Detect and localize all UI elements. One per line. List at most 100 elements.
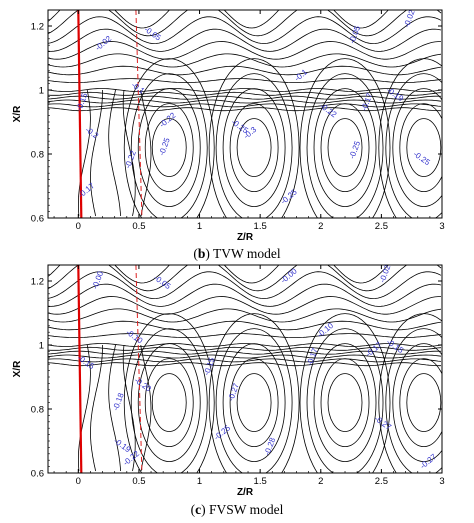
contour-label: -0.19 (385, 85, 406, 103)
contour-loop (399, 103, 442, 192)
contour-label: -0.10 (315, 321, 335, 340)
contour-loop (327, 373, 363, 433)
x-tick-label: 2.5 (375, 221, 388, 232)
contour-loop (399, 358, 442, 447)
contour-line (78, 89, 91, 217)
x-tick-label: 0 (76, 221, 81, 232)
contour-label: -0.02 (378, 263, 393, 284)
contour-loop (306, 73, 384, 218)
x-tick-label: 0.5 (132, 221, 145, 232)
contour-line (48, 10, 442, 37)
contour-label: -0.27 (373, 414, 394, 432)
contour-line (122, 89, 136, 217)
y-axis-label: X/R (12, 360, 23, 377)
contour-loop (378, 313, 442, 473)
contour-line (78, 344, 91, 472)
contour-loop (130, 73, 208, 218)
contour-loop (299, 58, 391, 218)
y-tick-label: 0.8 (31, 150, 44, 161)
contour-line (140, 344, 152, 472)
contour-line (48, 41, 442, 60)
x-tick-label: 1.5 (254, 476, 267, 487)
contour-label: -0.15 (385, 337, 406, 355)
contour-loop (236, 373, 272, 433)
contour-loop (299, 313, 391, 473)
contour-label: -0.19 (112, 436, 133, 454)
contour-loop (151, 118, 187, 178)
contour-loop (392, 88, 442, 207)
contour-line (48, 16, 442, 45)
x-tick-label: 2 (318, 476, 323, 487)
x-tick-label: 3 (439, 476, 444, 487)
contour-loop (208, 313, 300, 473)
contour-loop (208, 58, 300, 218)
y-tick-label: 0.6 (31, 469, 44, 480)
y-tick-label: 1.2 (31, 22, 44, 33)
x-tick-label: 1 (197, 221, 202, 232)
contour-line (48, 354, 442, 359)
contour-line (48, 362, 441, 367)
blade-line (77, 265, 83, 473)
contour-loop (215, 73, 293, 218)
x-tick-label: 0 (76, 476, 81, 487)
contour-line (122, 344, 136, 472)
contour-line (90, 345, 103, 472)
x-tick-label: 1 (197, 476, 202, 487)
contour-line (48, 283, 442, 307)
contour-loop (378, 58, 442, 218)
x-tick-label: 1.5 (254, 221, 267, 232)
contour-label: -0.1 (293, 67, 310, 83)
contour-label: -0.20 (133, 376, 154, 394)
caption-c: (c) FVSW model (191, 502, 284, 517)
contour-label: -0.17 (77, 181, 97, 200)
contour-line (48, 103, 442, 108)
contour-label: -0.25 (412, 149, 433, 167)
contour-loop (406, 373, 442, 433)
contour-loop (320, 103, 370, 193)
x-axis-label: Z/R (237, 487, 254, 498)
contour-line (48, 99, 442, 104)
contour-loop (313, 343, 377, 463)
y-tick-label: 0.8 (31, 405, 44, 416)
y-tick-label: 1 (39, 86, 44, 97)
contour-loop (222, 343, 286, 463)
contour-line (48, 65, 442, 76)
contour-line (48, 88, 442, 92)
contour-label: -0.05 (142, 25, 163, 43)
contour-loop (215, 328, 293, 473)
contour-loop (130, 328, 208, 473)
caption-b: (b) TVW model (193, 246, 281, 261)
x-tick-label: 3 (439, 221, 444, 232)
contour-line (48, 333, 442, 338)
contour-label: -0.18 (111, 391, 126, 412)
contour-loop (327, 118, 363, 178)
plot-frame (47, 9, 443, 219)
contour-line (48, 308, 442, 323)
blade-line (77, 10, 83, 218)
contour-line (48, 10, 389, 29)
contour-line (108, 344, 121, 472)
contour-line (48, 343, 442, 347)
contour-line (48, 265, 389, 284)
contour-loop (144, 103, 194, 193)
contour-loop (385, 328, 442, 473)
contour-loop (236, 118, 272, 178)
panel-fvsw: -0.00 -0.05 -0.00 -0.02-0.10 -0.10-0.15-0.15… (12, 263, 445, 498)
contour-loop (385, 73, 442, 218)
panel-tvw: -0.02-0.05-0.02 -0.05-0.1-0.1-0.15-0.2-0.… (12, 9, 445, 243)
contour-loop (137, 343, 201, 463)
contour-line (90, 90, 103, 217)
contour-label: -0.25 (157, 136, 172, 157)
contour-line (48, 320, 442, 331)
contour-line (48, 78, 442, 83)
contour-loop (123, 58, 215, 218)
contour-line (48, 53, 442, 68)
contour-line (48, 91, 442, 96)
x-tick-label: 2.5 (375, 476, 388, 487)
contour-line (48, 265, 442, 292)
contour-loop (123, 313, 215, 473)
contour-lines: -0.00 -0.05 -0.00 -0.02-0.10 -0.10-0.15-0.15… (48, 263, 442, 473)
contour-loop (406, 118, 442, 178)
y-tick-label: 1.2 (31, 277, 44, 288)
